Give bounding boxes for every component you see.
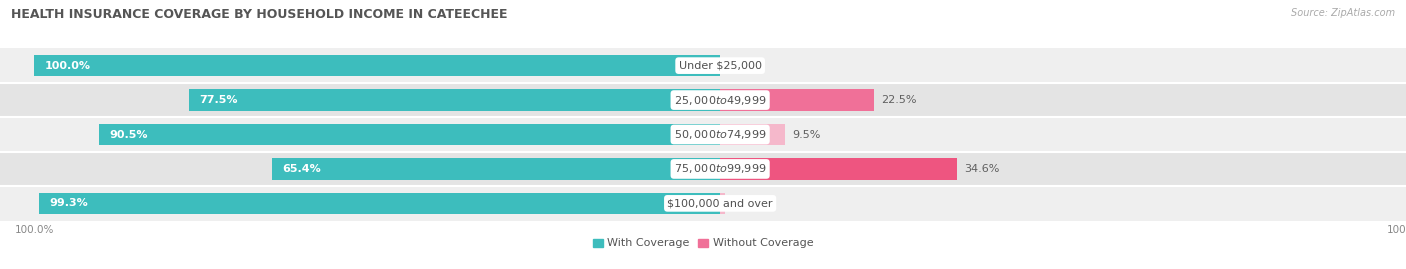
Text: 100.0%: 100.0% xyxy=(45,61,90,71)
Bar xyxy=(100,124,720,145)
Text: HEALTH INSURANCE COVERAGE BY HOUSEHOLD INCOME IN CATEECHEE: HEALTH INSURANCE COVERAGE BY HOUSEHOLD I… xyxy=(11,8,508,21)
Text: 22.5%: 22.5% xyxy=(882,95,917,105)
Bar xyxy=(39,193,720,214)
Bar xyxy=(0,186,1406,221)
Text: 9.5%: 9.5% xyxy=(792,129,821,140)
Bar xyxy=(271,158,720,180)
Text: $25,000 to $49,999: $25,000 to $49,999 xyxy=(673,94,766,107)
Bar xyxy=(188,89,720,111)
Text: $75,000 to $99,999: $75,000 to $99,999 xyxy=(673,162,766,175)
Text: $100,000 and over: $100,000 and over xyxy=(668,198,773,208)
Bar xyxy=(34,55,720,76)
Bar xyxy=(0,117,1406,152)
Bar xyxy=(0,83,1406,117)
Text: $50,000 to $74,999: $50,000 to $74,999 xyxy=(673,128,766,141)
Bar xyxy=(720,89,875,111)
Text: 77.5%: 77.5% xyxy=(198,95,238,105)
Text: Source: ZipAtlas.com: Source: ZipAtlas.com xyxy=(1291,8,1395,18)
Text: 0.72%: 0.72% xyxy=(733,198,768,208)
Text: 0.0%: 0.0% xyxy=(727,61,755,71)
Bar xyxy=(720,124,786,145)
Bar xyxy=(720,193,725,214)
Legend: With Coverage, Without Coverage: With Coverage, Without Coverage xyxy=(588,234,818,253)
Bar xyxy=(720,158,957,180)
Text: 34.6%: 34.6% xyxy=(965,164,1000,174)
Bar xyxy=(0,48,1406,83)
Text: 99.3%: 99.3% xyxy=(49,198,89,208)
Text: 90.5%: 90.5% xyxy=(110,129,148,140)
Bar xyxy=(0,152,1406,186)
Text: 65.4%: 65.4% xyxy=(281,164,321,174)
Text: Under $25,000: Under $25,000 xyxy=(679,61,762,71)
